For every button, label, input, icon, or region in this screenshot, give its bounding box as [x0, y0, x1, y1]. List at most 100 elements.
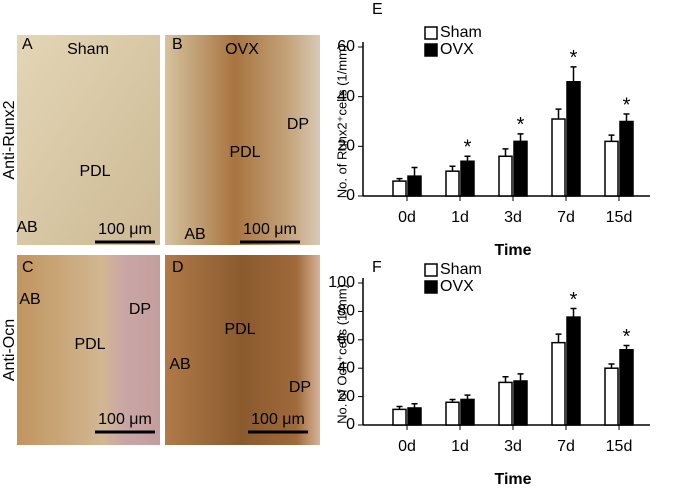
significance-mark: *: [570, 47, 578, 69]
legend-swatch: [424, 263, 438, 277]
y-axis-label: No. of Ocn⁺cells (1/mm): [334, 284, 349, 424]
significance-mark: *: [623, 94, 631, 116]
y-tick-label: 20: [337, 138, 355, 155]
tissue-label: DP: [289, 379, 311, 396]
significance-mark: *: [517, 114, 525, 136]
y-tick-label: 60: [337, 331, 355, 348]
x-tick-label: 7d: [557, 438, 575, 455]
legend-swatch: [424, 280, 438, 294]
tissue-label: PDL: [74, 336, 105, 353]
error-bar: [623, 113, 630, 122]
y-tick-label: 100: [328, 274, 355, 291]
tissue-label: DP: [287, 116, 309, 133]
error-bar: [623, 344, 630, 350]
error-bar: [517, 133, 524, 142]
bar: [407, 407, 422, 426]
column-header: OVX: [225, 41, 259, 58]
legend-label: OVX: [440, 41, 474, 58]
error-bar: [396, 177, 403, 182]
micrograph: [17, 35, 160, 245]
panel-letter: C: [22, 259, 34, 276]
error-bar: [464, 155, 471, 162]
error-bar: [411, 166, 418, 177]
legend-swatch: [424, 43, 438, 57]
bar: [498, 381, 513, 426]
x-tick-label: 3d: [504, 209, 522, 226]
error-bar: [449, 165, 456, 172]
panel-letter: B: [172, 36, 183, 53]
bar: [407, 175, 422, 197]
tissue-label: PDL: [224, 321, 255, 338]
significance-mark: *: [570, 289, 578, 311]
error-bar: [464, 394, 471, 400]
bar: [445, 401, 460, 426]
y-tick-label: 80: [337, 303, 355, 320]
significance-mark: *: [464, 137, 472, 159]
x-tick-label: 3d: [504, 438, 522, 455]
scale-label: 100 μm: [98, 221, 152, 238]
bar: [513, 140, 528, 197]
y-tick-label: 0: [346, 187, 355, 204]
x-tick-label: 1d: [451, 209, 469, 226]
x-tick-label: 0d: [398, 438, 416, 455]
legend-label: Sham: [440, 261, 482, 278]
bar: [566, 81, 581, 197]
x-tick-label: 1d: [451, 438, 469, 455]
micrograph: [17, 255, 160, 445]
x-axis-label: Time: [494, 242, 531, 259]
bar: [551, 341, 566, 426]
y-tick-label: 20: [337, 388, 355, 405]
error-bar: [570, 66, 577, 82]
x-axis-label: Time: [494, 471, 531, 488]
bar: [604, 140, 619, 197]
micrograph: [165, 255, 320, 445]
scale-label: 100 μm: [251, 411, 305, 428]
y-axis-label: No. of Runx2⁺cells (1/mm): [334, 45, 349, 199]
error-bar: [502, 148, 509, 157]
panel-letter: D: [172, 259, 184, 276]
significance-mark: *: [623, 326, 631, 348]
tissue-label: PDL: [229, 144, 260, 161]
panel-letter: A: [22, 36, 33, 53]
bar: [513, 380, 528, 426]
bar: [619, 348, 634, 426]
x-tick-label: 15d: [606, 438, 633, 455]
scale-label: 100 μm: [243, 221, 297, 238]
micrograph: [165, 35, 320, 245]
tissue-label: AB: [16, 219, 37, 236]
bar: [566, 316, 581, 426]
row-header: Anti-Runx2: [1, 100, 18, 179]
error-bar: [555, 108, 562, 120]
y-tick-label: 40: [337, 359, 355, 376]
y-tick-label: 60: [337, 38, 355, 55]
bar: [392, 180, 407, 197]
bar: [445, 170, 460, 197]
column-header: Sham: [67, 41, 109, 58]
y-tick-label: 0: [346, 416, 355, 433]
panel-letter: E: [372, 1, 383, 18]
bar: [392, 408, 407, 426]
x-tick-label: 7d: [557, 209, 575, 226]
legend-label: OVX: [440, 278, 474, 295]
error-bar: [555, 333, 562, 343]
bar: [460, 160, 475, 197]
x-tick-label: 15d: [606, 209, 633, 226]
y-tick-label: 40: [337, 88, 355, 105]
bar: [604, 367, 619, 426]
legend-swatch: [424, 26, 438, 40]
x-tick-label: 0d: [398, 209, 416, 226]
error-bar: [570, 307, 577, 318]
tissue-label: AB: [169, 356, 190, 373]
legend-label: Sham: [440, 24, 482, 41]
error-bar: [608, 134, 615, 142]
row-header: Anti-Ocn: [1, 319, 18, 381]
bar: [619, 120, 634, 197]
tissue-label: PDL: [79, 163, 110, 180]
panel-letter: F: [372, 259, 382, 276]
tissue-label: DP: [129, 301, 151, 318]
error-bar: [517, 373, 524, 381]
error-bar: [608, 363, 615, 369]
bar: [460, 398, 475, 426]
tissue-label: AB: [184, 226, 205, 243]
